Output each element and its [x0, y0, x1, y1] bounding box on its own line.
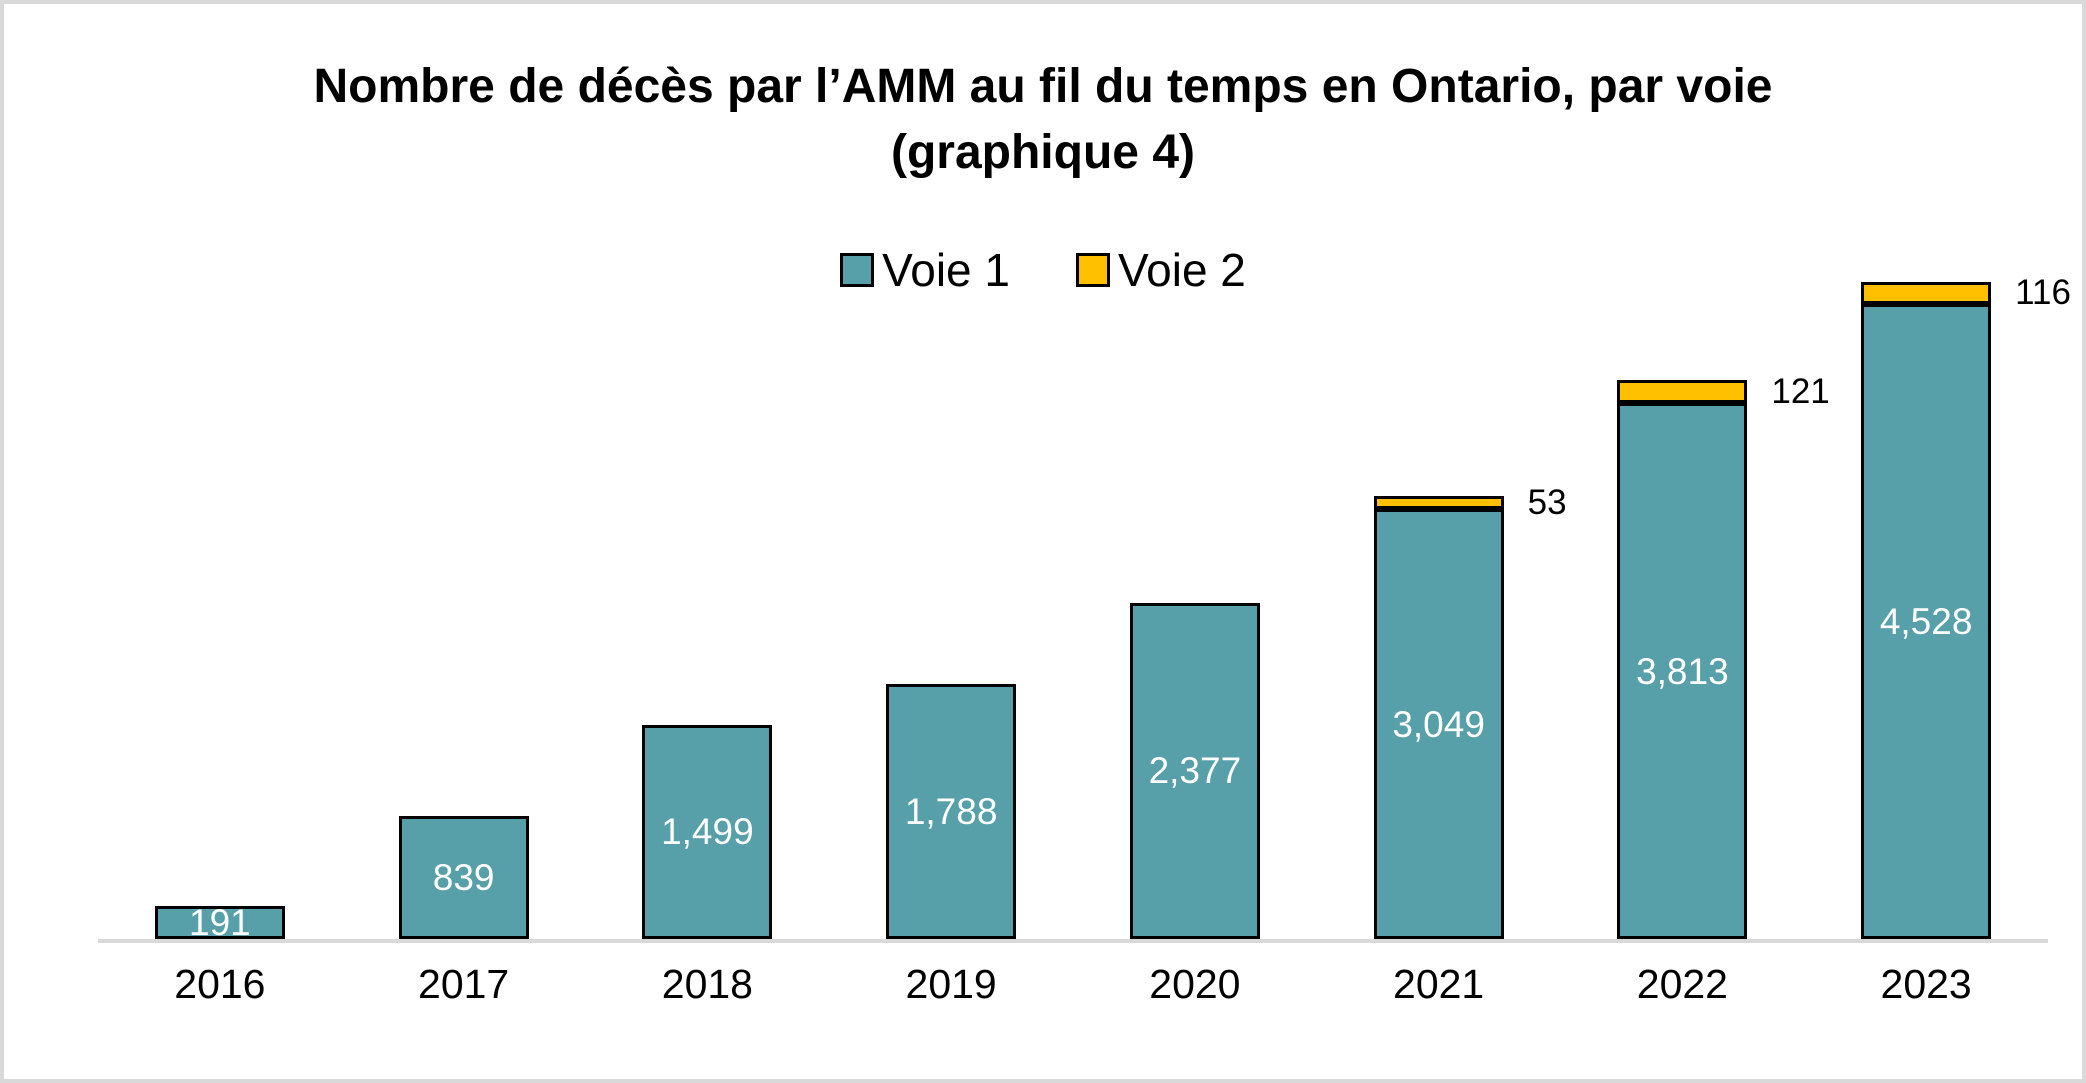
- bar-value-label-voie1-2016: 191: [189, 902, 251, 944]
- x-tick-2023: 2023: [1880, 961, 1972, 1007]
- legend-item-voie2: Voie 2: [1076, 243, 1246, 297]
- bar-segment-voie2-2022: [1617, 380, 1748, 403]
- bar-slot-2018: 1,499: [586, 224, 830, 939]
- legend-swatch-voie2-icon: [1076, 253, 1110, 287]
- chart-title-line2: (graphique 4): [890, 126, 1195, 179]
- plot-area: 191 839 1,499 1,788 2,377 3,049 53 3,813 121 4,52…: [98, 224, 2071, 944]
- bar-slot-2023: 4,528 116: [1804, 224, 2071, 939]
- bar-slot-2020: 2,377: [1073, 224, 1317, 939]
- x-tick-2021: 2021: [1393, 961, 1485, 1007]
- bar-segment-voie1-2018: 1,499: [642, 724, 773, 939]
- bar-segment-voie1-2022: 3,813: [1617, 403, 1748, 939]
- bar-value-label-voie1-2021: 3,049: [1392, 703, 1485, 745]
- bar-segment-voie1-2017: 839: [398, 816, 529, 939]
- x-tick-2016: 2016: [174, 961, 266, 1007]
- bar-slot-2021: 3,049 53: [1317, 224, 1567, 939]
- bar-segment-voie2-2023: [1861, 281, 1992, 304]
- x-axis: 2016 2017 2018 2019 2020 2021 2022 2023: [98, 961, 2048, 1008]
- bar-segment-voie1-2019: 1,788: [886, 684, 1017, 939]
- x-tick-2017: 2017: [418, 961, 510, 1007]
- x-tick-2022: 2022: [1636, 961, 1728, 1007]
- legend-swatch-voie1-icon: [840, 253, 875, 287]
- bar-segment-voie1-2020: 2,377: [1129, 602, 1260, 939]
- x-tick-2020: 2020: [1149, 961, 1241, 1007]
- bar-value-label-voie1-2023: 4,528: [1879, 600, 1973, 642]
- legend-item-voie1: Voie 1: [840, 243, 1010, 297]
- legend-label-voie2: Voie 2: [1118, 244, 1246, 296]
- bar-slot-2022: 3,813 121: [1561, 224, 1830, 939]
- bar-value-label-voie1-2018: 1,499: [661, 811, 754, 853]
- legend-label-voie1: Voie 1: [882, 244, 1010, 296]
- bar-value-label-voie1-2022: 3,813: [1636, 650, 1729, 692]
- bar-segment-voie1-2023: 4,528: [1861, 303, 1992, 939]
- chart-title-line1: Nombre de décès par l’AMM au fil du temp…: [313, 60, 1773, 113]
- bar-slot-2019: 1,788: [829, 224, 1073, 939]
- bar-slot-2016: 191: [98, 224, 342, 944]
- bar-slot-2017: 839: [342, 224, 586, 939]
- bar-value-label-voie2-2021: 53: [1527, 482, 1567, 522]
- bar-value-label-voie1-2017: 839: [432, 857, 495, 899]
- chart-title: Nombre de décès par l’AMM au fil du temp…: [4, 54, 2082, 186]
- legend: Voie 1 Voie 2: [4, 242, 2082, 298]
- bar-segment-voie1-2021: 3,049: [1373, 509, 1504, 939]
- x-tick-2018: 2018: [661, 961, 753, 1007]
- bar-value-label-voie2-2022: 121: [1771, 371, 1830, 411]
- bar-value-label-voie1-2020: 2,377: [1148, 750, 1242, 792]
- bar-segment-voie2-2021: [1373, 495, 1504, 510]
- bar-value-label-voie1-2019: 1,788: [904, 791, 998, 833]
- bar-segment-voie1-2016: 191: [154, 902, 285, 944]
- x-tick-2019: 2019: [905, 961, 997, 1007]
- bar-value-label-voie2-2023: 116: [2015, 272, 2071, 312]
